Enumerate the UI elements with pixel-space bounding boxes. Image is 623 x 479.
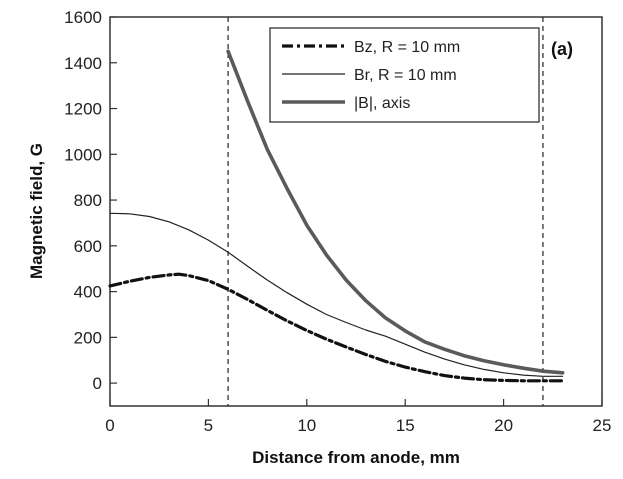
vertical-markers [227, 17, 544, 406]
x-tick-label-2: 10 [297, 416, 316, 435]
legend-items: Bz, R = 10 mm Br, R = 10 mm |B|, axis [282, 39, 460, 112]
x-tick-label-3: 15 [396, 416, 415, 435]
series-line-1 [109, 212, 564, 377]
x-tick-label-1: 5 [204, 416, 213, 435]
legend-label-2: |B|, axis [354, 95, 410, 112]
y-axis-ticks: 0 200 400 600 800 1000 1200 1400 1600 [64, 8, 117, 393]
series-line-2 [226, 49, 565, 375]
legend: Bz, R = 10 mm Br, R = 10 mm |B|, axis [269, 27, 540, 123]
y-axis-title: Magnetic field, G [27, 143, 46, 279]
series-layer [108, 49, 565, 383]
panel-label: (a) [551, 39, 573, 59]
x-axis-title: Distance from anode, mm [252, 448, 460, 467]
y-tick-label-7: 1400 [64, 54, 102, 73]
x-axis-ticks: 0 5 10 15 20 25 [105, 399, 611, 435]
y-tick-label-6: 1200 [64, 100, 102, 119]
legend-box [269, 27, 540, 123]
y-tick-label-5: 1000 [64, 145, 102, 164]
x-tick-label-0: 0 [105, 416, 114, 435]
x-tick-label-5: 25 [593, 416, 612, 435]
y-tick-label-2: 400 [74, 283, 102, 302]
y-tick-label-1: 200 [74, 328, 102, 347]
y-tick-label-8: 1600 [64, 8, 102, 27]
y-tick-label-0: 0 [93, 374, 102, 393]
y-tick-label-3: 600 [74, 237, 102, 256]
y-tick-label-4: 800 [74, 191, 102, 210]
legend-label-1: Br, R = 10 mm [354, 67, 457, 84]
x-tick-label-4: 20 [494, 416, 513, 435]
series-line-0 [108, 272, 565, 383]
legend-label-0: Bz, R = 10 mm [354, 39, 460, 56]
